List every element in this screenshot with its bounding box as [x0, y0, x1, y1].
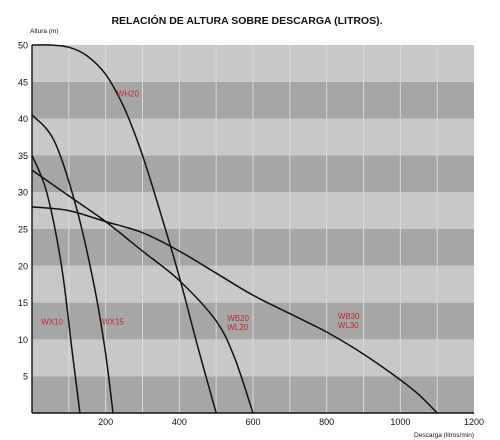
x-tick-label: 400 — [172, 417, 187, 427]
x-tick-label: 1200 — [464, 417, 484, 427]
y-tick-label: 10 — [18, 335, 28, 345]
series-line-wx15 — [31, 114, 114, 414]
x-axis-label: Descarga (litros/min) — [414, 432, 474, 439]
x-tick-label: 600 — [245, 417, 260, 427]
plot-area: 5 10 15 20 25 30 35 40 45 50 200 400 600 800 1000 1200 W… — [18, 41, 484, 428]
series-label-wb30-wl30: WB30 WL30 — [338, 312, 360, 330]
y-tick-label: 45 — [18, 77, 28, 87]
series-label-wx15: WX15 — [102, 318, 124, 327]
y-tick-label: 5 — [23, 372, 28, 382]
y-tick-label: 30 — [18, 188, 28, 198]
series-label-wb20-wl20: WB20 WL20 — [227, 314, 249, 332]
x-tick-label: 800 — [319, 417, 334, 427]
series-line-wh20 — [31, 44, 217, 414]
chart-title: RELACIÓN DE ALTURA SOBRE DESCARGA (LITRO… — [111, 14, 382, 27]
y-tick-label: 40 — [18, 114, 28, 124]
y-tick-label: 50 — [18, 41, 28, 51]
series-label-wx10: WX10 — [41, 318, 63, 327]
y-tick-label: 20 — [18, 261, 28, 271]
x-tick-label: 1000 — [390, 417, 410, 427]
y-axis-label: Altura (m) — [30, 28, 59, 35]
x-tick-label: 200 — [98, 417, 113, 427]
y-tick-label: 15 — [18, 298, 28, 308]
y-tick-label: 35 — [18, 151, 28, 161]
series-line-wb30-wl30 — [31, 206, 438, 414]
series-line-wb20-wl20 — [31, 169, 254, 414]
y-tick-label: 25 — [18, 225, 28, 235]
series-line-wx10 — [31, 155, 81, 414]
series-label-wh20: WH20 — [117, 90, 140, 99]
